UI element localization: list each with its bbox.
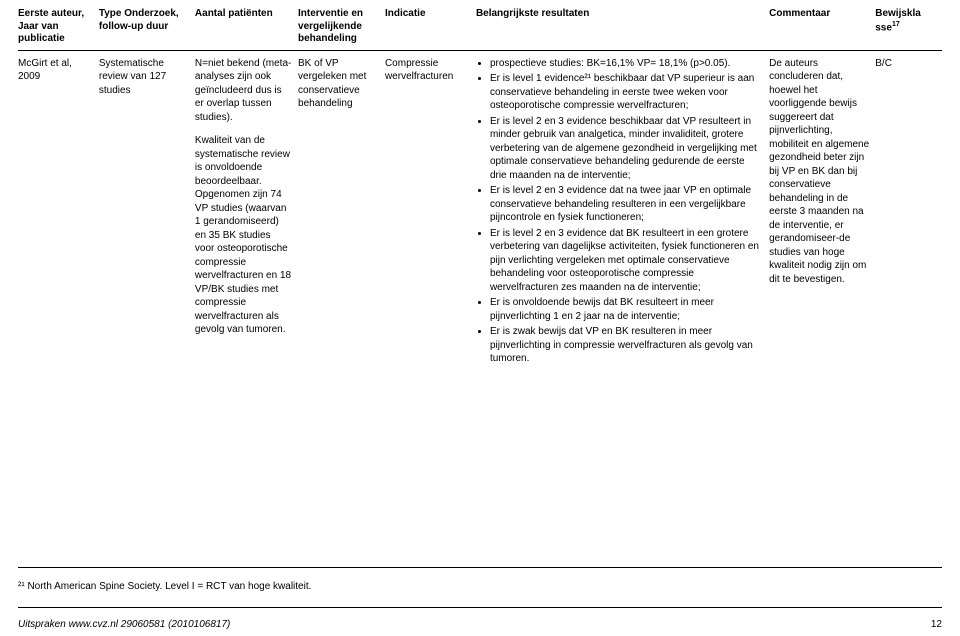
page-number: 12 (931, 619, 942, 630)
evidence-table: Eerste auteur, Jaar van publicatie Type … (18, 8, 942, 368)
th-type: Type Onderzoek, follow-up duur (99, 8, 195, 50)
cell-intervention: BK of VP vergeleken met conservatieve be… (298, 50, 385, 368)
result-item: Er is level 1 evidence²¹ beschikbaar dat… (490, 72, 763, 113)
page-root: Eerste auteur, Jaar van publicatie Type … (0, 0, 960, 636)
result-item: Er is onvoldoende bewijs dat BK resultee… (490, 296, 763, 323)
th-evidence-sup: 17 (892, 21, 900, 28)
cell-patients: N=niet bekend (meta-analyses zijn ook ge… (195, 50, 298, 368)
footer-left: Uitspraken www.cvz.nl 29060581 (20101068… (18, 619, 230, 630)
patients-p1: N=niet bekend (meta-analyses zijn ook ge… (195, 57, 292, 125)
th-evidence: Bewijskla sse17 (875, 8, 942, 50)
divider-line-upper (18, 567, 942, 568)
footnote: ²¹ North American Spine Society. Level I… (18, 581, 311, 592)
cell-author: McGirt et al, 2009 (18, 50, 99, 368)
cell-indication: Compressie wervelfracturen (385, 50, 476, 368)
th-patients: Aantal patiënten (195, 8, 298, 50)
table-head: Eerste auteur, Jaar van publicatie Type … (18, 8, 942, 50)
cell-type: Systematische review van 127 studies (99, 50, 195, 368)
patients-p2: Kwaliteit van de systematische review is… (195, 134, 292, 337)
th-author: Eerste auteur, Jaar van publicatie (18, 8, 99, 50)
cell-evidence: B/C (875, 50, 942, 368)
th-evidence-a: Bewijskla (875, 8, 921, 19)
th-results: Belangrijkste resultaten (476, 8, 769, 50)
cell-results: prospectieve studies: BK=16,1% VP= 18,1%… (476, 50, 769, 368)
th-comment: Commentaar (769, 8, 875, 50)
result-item: Er is zwak bewijs dat VP en BK resultere… (490, 325, 763, 366)
th-evidence-b: sse (875, 22, 892, 33)
results-list: prospectieve studies: BK=16,1% VP= 18,1%… (476, 57, 763, 366)
th-intervention: Interventie en vergelijkende behandeling (298, 8, 385, 50)
page-footer: Uitspraken www.cvz.nl 29060581 (20101068… (18, 619, 942, 630)
divider-line-lower (18, 607, 942, 608)
result-item: Er is level 2 en 3 evidence beschikbaar … (490, 115, 763, 183)
table-row: McGirt et al, 2009 Systematische review … (18, 50, 942, 368)
result-item: prospectieve studies: BK=16,1% VP= 18,1%… (490, 57, 763, 71)
table-body: McGirt et al, 2009 Systematische review … (18, 50, 942, 368)
result-item: Er is level 2 en 3 evidence dat na twee … (490, 184, 763, 225)
result-item: Er is level 2 en 3 evidence dat BK resul… (490, 227, 763, 295)
cell-comment: De auteurs concluderen dat, hoewel het v… (769, 50, 875, 368)
th-indication: Indicatie (385, 8, 476, 50)
